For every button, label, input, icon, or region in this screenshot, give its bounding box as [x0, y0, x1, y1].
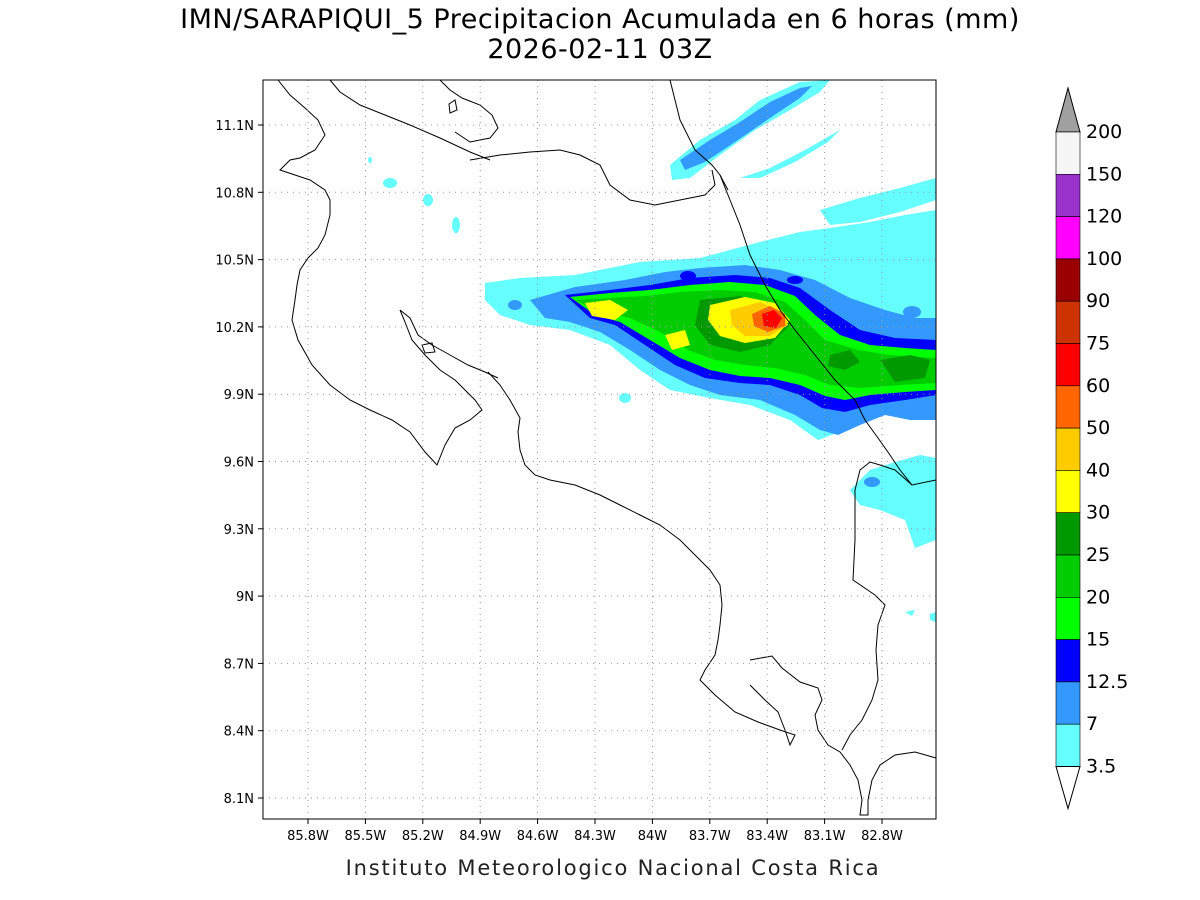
- colorbar-label: 90: [1086, 290, 1110, 312]
- lon-tick-label: 85.5W: [344, 829, 386, 844]
- lat-tick-label: 9.6N: [224, 456, 254, 471]
- colorbar-label: 40: [1086, 459, 1110, 481]
- precip-blue-spot-3: [864, 477, 880, 487]
- precip-cyan-spot-5: [368, 157, 372, 163]
- precip-cyan-spot-2: [423, 194, 433, 206]
- colorbar-label: 75: [1086, 333, 1110, 355]
- precip-cyan-spot-1: [383, 178, 397, 188]
- colorbar-label: 120: [1086, 206, 1122, 228]
- map-frame: [262, 79, 937, 820]
- colorbar-swatch: [1055, 512, 1081, 556]
- lon-tick-label: 85.8W: [287, 829, 329, 844]
- lon-tick-label: 84.6W: [517, 829, 559, 844]
- lat-tick-label: 10.5N: [215, 254, 254, 269]
- colorbar-swatch: [1055, 470, 1081, 513]
- nicaragua-costarica-border: [469, 149, 716, 206]
- precip-cyan-streak-east: [820, 178, 936, 225]
- lon-tick-label: 82.8W: [861, 829, 903, 844]
- lat-tick-label: 9.9N: [224, 388, 254, 403]
- colorbar-label: 30: [1086, 502, 1110, 524]
- precip-darkgreen-3: [828, 350, 860, 370]
- colorbar-label: 150: [1086, 163, 1122, 185]
- map-grid: [263, 80, 936, 819]
- lake-nicaragua-shore: [329, 79, 491, 161]
- lat-tick-label: 10.8N: [215, 186, 254, 201]
- gulf-nicoya-coast: [399, 309, 499, 379]
- map-subtitle-date: 2026-02-11 03Z: [487, 34, 713, 65]
- colorbar-under-arrow: [1055, 766, 1081, 811]
- precipitation-field: [368, 80, 936, 622]
- precip-blue-streak-north: [680, 86, 812, 170]
- nicaragua-pacific-coast: [277, 79, 483, 466]
- colorbar-over-arrow: [1055, 86, 1081, 133]
- colorbar-label: 12.5: [1086, 671, 1128, 693]
- colorbar-swatch: [1055, 723, 1081, 767]
- colorbar-swatch: [1055, 681, 1081, 725]
- pacific-central-coast: [487, 371, 796, 747]
- precip-blue-spot-2: [903, 306, 921, 318]
- coastline-borders: [277, 79, 937, 816]
- colorbar-swatch: [1055, 385, 1081, 429]
- colorbar-label: 200: [1086, 121, 1122, 143]
- colorbar-label: 60: [1086, 375, 1110, 397]
- colorbar: 200 150 120 100 90 75 60 50 40 30 25 20 15 12.5 7 3.5: [1055, 86, 1128, 811]
- lat-tick-label: 9N: [236, 590, 254, 605]
- lake-nicaragua-north: [439, 79, 499, 143]
- precip-yellow-2: [585, 300, 628, 320]
- colorbar-swatch: [1055, 131, 1081, 175]
- colorbar-label: 100: [1086, 248, 1122, 270]
- colorbar-swatch: [1055, 596, 1081, 640]
- lat-tick-label: 11.1N: [215, 119, 254, 134]
- map-title: IMN/SARAPIQUI_5 Precipitacion Acumulada …: [180, 4, 1020, 35]
- colorbar-label: 25: [1086, 544, 1110, 566]
- lat-tick-label: 9.3N: [224, 523, 254, 538]
- colorbar-swatch: [1055, 258, 1081, 302]
- lon-tick-label: 85.2W: [402, 829, 444, 844]
- osa-peninsula: [749, 655, 937, 816]
- lon-tick-label: 83.1W: [804, 829, 846, 844]
- colorbar-label: 15: [1086, 629, 1110, 651]
- precip-darkgreen-2: [880, 355, 930, 382]
- axis-ticks: [258, 124, 883, 824]
- colorbar-swatch: [1055, 216, 1081, 260]
- lon-tick-label: 83.7W: [689, 829, 731, 844]
- lat-tick-label: 8.1N: [224, 792, 254, 807]
- lon-tick-label: 84.3W: [574, 829, 616, 844]
- precip-darkblue-spot-2: [787, 276, 803, 284]
- lat-tick-label: 10.2N: [215, 321, 254, 336]
- island-north: [448, 99, 458, 114]
- precip-yellow-3: [665, 330, 690, 350]
- colorbar-label: 20: [1086, 586, 1110, 608]
- lat-tick-label: 8.4N: [224, 725, 254, 740]
- colorbar-swatch: [1055, 427, 1081, 471]
- colorbar-label: 3.5: [1086, 756, 1116, 778]
- longitude-tick-labels: 85.8W 85.5W 85.2W 84.9W 84.6W 84.3W 84W 83.7W 83…: [287, 829, 903, 844]
- lat-tick-label: 8.7N: [224, 657, 254, 672]
- colorbar-swatch: [1055, 174, 1081, 217]
- precip-cyan-spot-3: [452, 217, 460, 233]
- colorbar-swatch: [1055, 300, 1081, 344]
- precip-blue-spot-1: [508, 300, 522, 310]
- precip-cyan-sliver-south: [905, 610, 936, 622]
- latitude-tick-labels: 11.1N 10.8N 10.5N 10.2N 9.9N 9.6N 9.3N 9N 8.7N 8.…: [215, 119, 254, 807]
- island-west: [421, 342, 436, 354]
- lon-tick-label: 84W: [638, 829, 668, 844]
- footer-institution: Instituto Meteorologico Nacional Costa R…: [345, 856, 881, 880]
- lon-tick-label: 84.9W: [459, 829, 501, 844]
- colorbar-swatch: [1055, 554, 1081, 598]
- colorbar-swatch: [1055, 639, 1081, 683]
- precip-cyan-spot-4: [619, 393, 631, 403]
- panama-border: [841, 461, 913, 751]
- lon-tick-label: 83.4W: [746, 829, 788, 844]
- caribbean-coast: [719, 174, 937, 486]
- colorbar-label: 50: [1086, 417, 1110, 439]
- precip-darkblue-spot-1: [680, 271, 696, 281]
- colorbar-label: 7: [1086, 713, 1098, 735]
- colorbar-swatch: [1055, 343, 1081, 387]
